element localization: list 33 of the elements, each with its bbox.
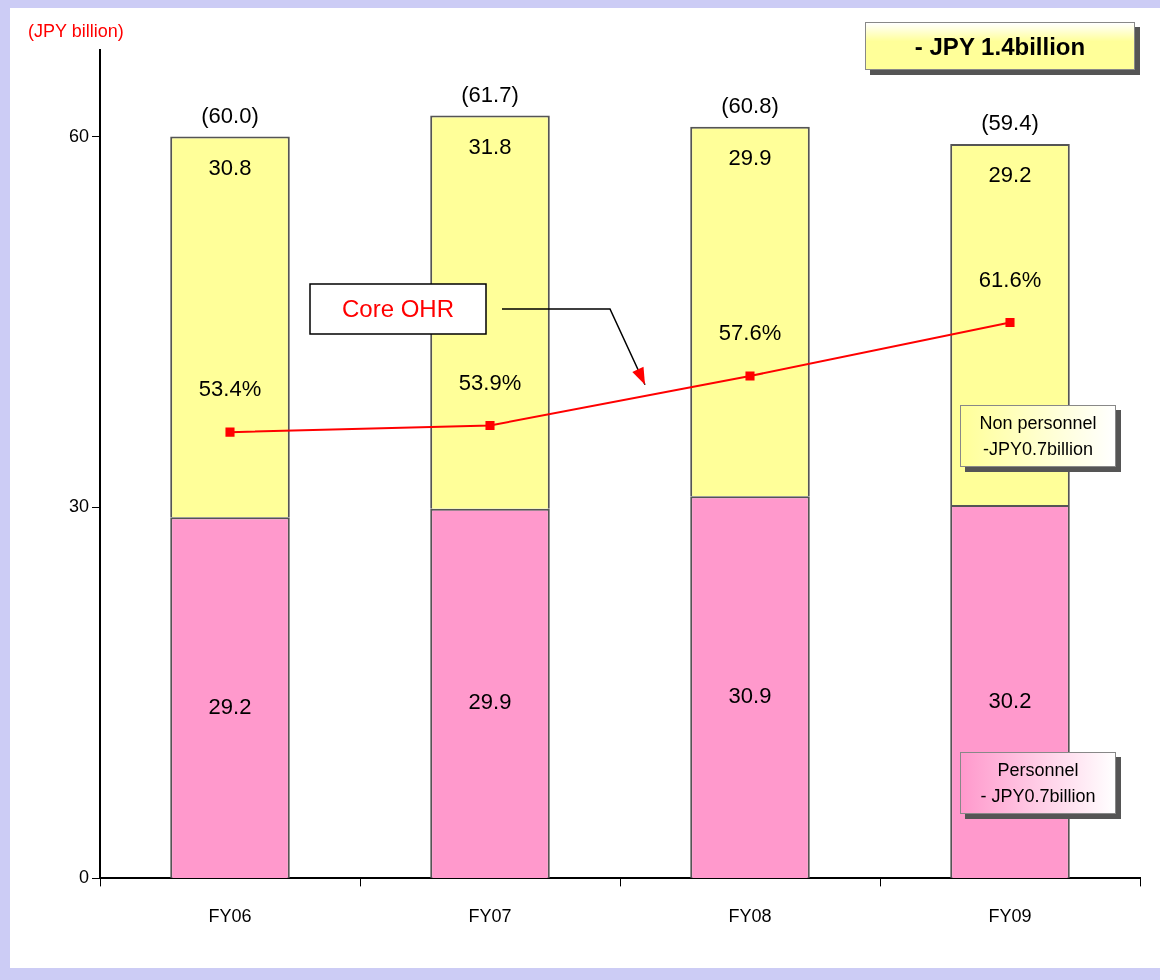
y-tick-label: 60: [68, 125, 89, 146]
annotation: - JPY0.7billion: [979, 785, 1097, 808]
x-tick-label: FY08: [728, 906, 772, 927]
point: [1005, 318, 1015, 328]
total-label: (59.4): [981, 110, 1039, 136]
point: [485, 420, 495, 430]
y-axis-title: (JPY billion): [28, 20, 124, 41]
data-label: 61.6%: [978, 266, 1042, 292]
x-tick-label: FY06: [208, 906, 252, 927]
point: [745, 371, 755, 381]
point: [225, 427, 235, 437]
data-label: 30.2: [988, 687, 1032, 713]
data-label: 29.9: [468, 689, 512, 715]
total-label: (60.8): [721, 92, 779, 118]
data-label: 31.8: [468, 133, 512, 159]
total-label: (60.0): [201, 102, 259, 128]
data-label: 29.9: [728, 144, 772, 170]
y-tick-label: 0: [78, 867, 89, 888]
data-label: 30.9: [728, 683, 772, 709]
data-label: 29.2: [988, 162, 1032, 188]
data-label: 57.6%: [718, 320, 782, 346]
x-tick-label: FY07: [468, 906, 512, 927]
y-tick-label: 30: [68, 496, 89, 517]
data-label: 29.2: [208, 693, 252, 719]
data-label: 53.4%: [198, 376, 262, 402]
x-tick-label: FY09: [988, 906, 1032, 927]
data-label: 30.8: [208, 154, 252, 180]
data-label: 53.9%: [458, 369, 522, 395]
series-label: Personnel: [996, 759, 1080, 782]
series-label: Non personnel: [978, 412, 1098, 435]
total-label: (61.7): [461, 81, 519, 107]
annotation: -JPY0.7billion: [981, 438, 1095, 461]
text: Core OHR: [341, 294, 455, 322]
